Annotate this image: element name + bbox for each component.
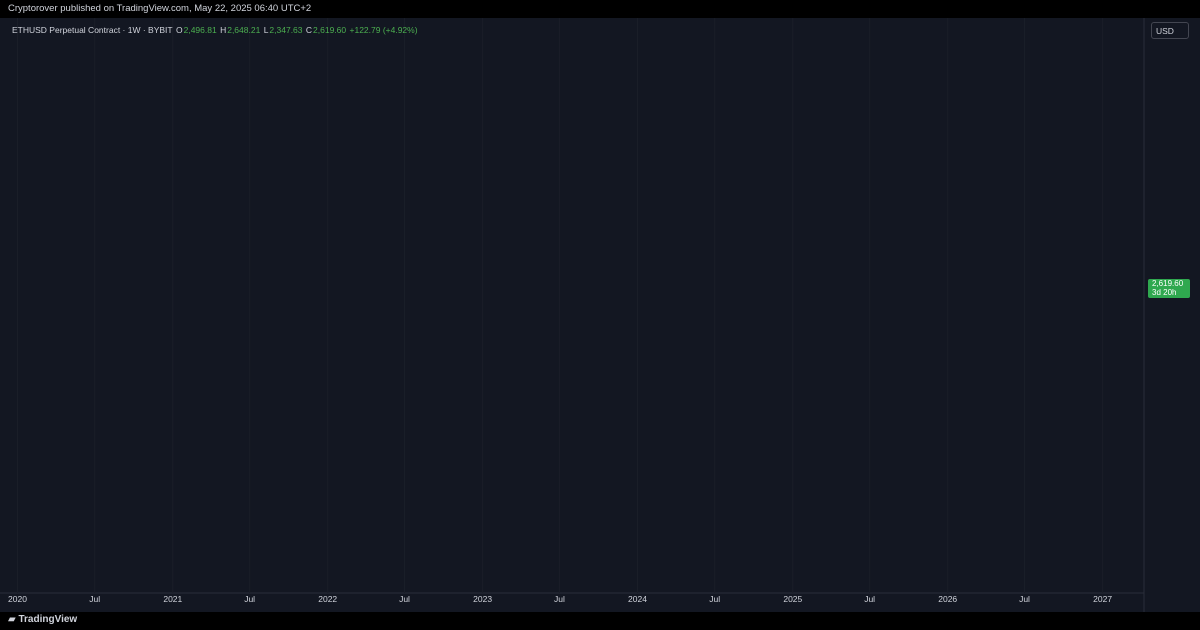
tradingview-logo-text: TradingView	[18, 614, 78, 625]
last-price-tag: 2,619.60 3d 20h	[1148, 279, 1190, 298]
time-axis-tick-label: 2021	[163, 594, 182, 604]
time-axis-tick-label: Jul	[709, 594, 720, 604]
time-axis-tick-label: Jul	[89, 594, 100, 604]
time-axis-tick-label: 2026	[938, 594, 957, 604]
publish-bar: Cryptorover published on TradingView.com…	[0, 0, 1200, 18]
bar-countdown: 3d 20h	[1152, 288, 1177, 297]
time-axis-tick-label: Jul	[399, 594, 410, 604]
time-axis-tick-label: Jul	[554, 594, 565, 604]
tradingview-logo-icon: ▰	[8, 614, 19, 625]
price-chart[interactable]: 7,250.006,500.005,900.005,300.004,700.00…	[0, 18, 1200, 612]
time-axis[interactable]: 2020 Jul 2021 Jul 2022 Jul 2023 Jul 2024 Jul 2025 J…	[8, 594, 1112, 604]
currency-button[interactable]: USD	[1151, 22, 1189, 39]
time-axis-tick-label: Jul	[864, 594, 875, 604]
grid	[0, 18, 1145, 612]
low-value: 2,347.63	[269, 25, 303, 35]
open-label: O	[175, 25, 183, 35]
footer: ▰ TradingView	[0, 612, 1200, 630]
close-label: C	[305, 25, 313, 35]
high-value: 2,648.21	[227, 25, 261, 35]
time-axis-tick-label: 2025	[783, 594, 802, 604]
time-axis-tick-label: 2027	[1093, 594, 1112, 604]
chart-area[interactable]: 7,250.006,500.005,900.005,300.004,700.00…	[0, 18, 1200, 612]
symbol-title: ETHUSD Perpetual Contract · 1W · BYBIT	[12, 25, 173, 35]
close-value: 2,619.60	[313, 25, 347, 35]
symbol-legend: ETHUSD Perpetual Contract · 1W · BYBIT O…	[12, 25, 419, 35]
low-label: L	[263, 25, 269, 35]
change-value: +122.79 (+4.92%)	[349, 25, 418, 35]
time-axis-tick-label: 2022	[318, 594, 337, 604]
time-axis-tick-label: 2024	[628, 594, 647, 604]
high-label: H	[220, 25, 227, 35]
time-axis-tick-label: Jul	[244, 594, 255, 604]
tradingview-logo[interactable]: ▰ TradingView	[8, 614, 77, 625]
time-axis-tick-label: 2020	[8, 594, 27, 604]
publish-text: Cryptorover published on TradingView.com…	[8, 3, 312, 14]
time-axis-tick-label: 2023	[473, 594, 492, 604]
time-axis-tick-label: Jul	[1019, 594, 1030, 604]
last-price-value: 2,619.60	[1152, 279, 1184, 288]
open-value: 2,496.81	[183, 25, 217, 35]
